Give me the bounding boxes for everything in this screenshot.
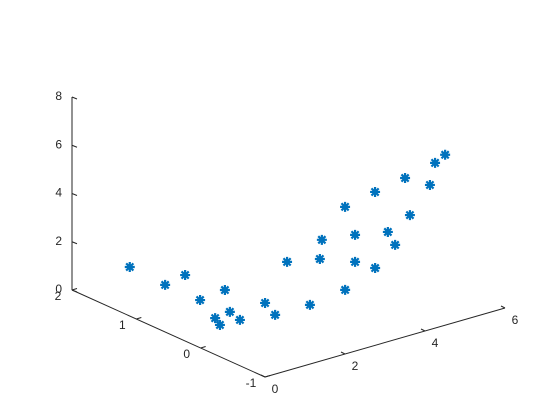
z-tick bbox=[71, 241, 78, 245]
y-tick bbox=[136, 317, 142, 320]
x-tick bbox=[260, 374, 266, 378]
x-tick-label: 2 bbox=[352, 359, 359, 373]
x-tick bbox=[500, 305, 506, 309]
marker bbox=[404, 210, 415, 221]
marker bbox=[382, 226, 393, 237]
z-tick-label: 8 bbox=[55, 89, 62, 103]
x-tick bbox=[420, 328, 426, 332]
marker bbox=[370, 263, 381, 274]
y-tick bbox=[200, 346, 206, 349]
marker bbox=[180, 270, 191, 281]
marker bbox=[219, 285, 230, 296]
marker bbox=[316, 234, 327, 245]
z-tick-label: 0 bbox=[55, 282, 62, 296]
y-axis bbox=[71, 289, 266, 378]
marker bbox=[270, 309, 281, 320]
marker bbox=[430, 157, 441, 168]
x-tick bbox=[340, 351, 346, 355]
x-axis bbox=[264, 307, 506, 378]
marker bbox=[304, 299, 315, 310]
marker bbox=[260, 297, 271, 308]
marker bbox=[282, 256, 293, 267]
marker bbox=[210, 313, 221, 324]
z-tick bbox=[71, 289, 78, 293]
marker bbox=[440, 149, 451, 160]
z-tick-label: 6 bbox=[55, 137, 62, 151]
marker bbox=[340, 284, 351, 295]
marker bbox=[124, 261, 135, 272]
marker bbox=[214, 319, 225, 330]
z-tick bbox=[71, 193, 78, 196]
marker bbox=[234, 314, 245, 325]
x-tick-label: 4 bbox=[432, 336, 439, 350]
marker bbox=[340, 201, 351, 212]
y-tick bbox=[264, 375, 271, 378]
y-tick-label: -1 bbox=[246, 376, 257, 390]
x-tick-label: 0 bbox=[272, 382, 279, 396]
y-tick-label: 2 bbox=[55, 289, 62, 303]
z-tick bbox=[71, 96, 78, 100]
y-tick bbox=[71, 288, 78, 291]
z-tick bbox=[71, 144, 78, 148]
marker bbox=[390, 239, 401, 250]
x-tick-label: 6 bbox=[512, 313, 519, 327]
y-tick-label: 0 bbox=[183, 347, 190, 361]
marker bbox=[424, 179, 435, 190]
marker bbox=[224, 306, 235, 317]
y-tick-label: 1 bbox=[119, 318, 126, 332]
marker bbox=[350, 256, 361, 267]
z-tick-label: 4 bbox=[55, 186, 62, 200]
z-tick-label: 2 bbox=[55, 234, 62, 248]
marker bbox=[400, 173, 411, 184]
marker bbox=[370, 186, 381, 197]
marker bbox=[314, 253, 325, 264]
marker bbox=[350, 229, 361, 240]
marker bbox=[160, 279, 171, 290]
marker bbox=[195, 295, 206, 306]
